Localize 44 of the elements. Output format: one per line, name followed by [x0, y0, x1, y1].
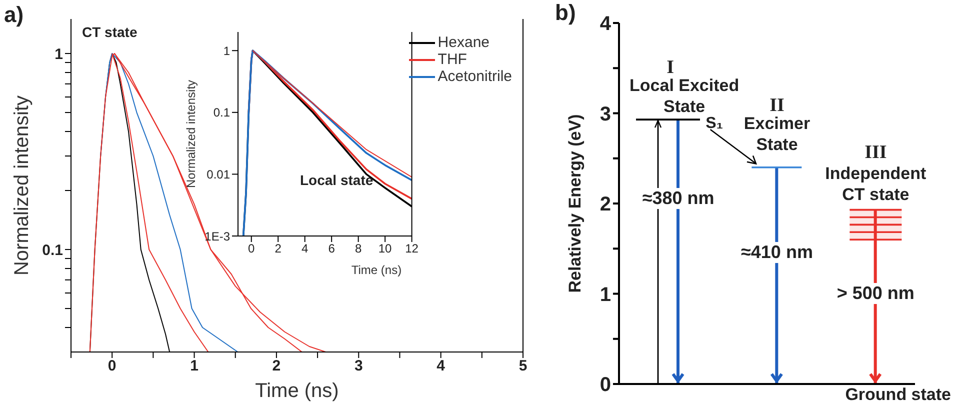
x-tick-label: 1: [190, 358, 198, 375]
annotation: > 500 nm: [832, 282, 920, 304]
annotation: Local state: [300, 172, 374, 188]
x-tick-label: 3: [354, 358, 363, 375]
x-tick-label: 5: [518, 358, 528, 375]
y-tick-label: 3: [600, 103, 611, 126]
x-tick-label: 12: [405, 242, 419, 256]
x-tick-label: 6: [328, 242, 336, 256]
x-tick-label: 0: [248, 242, 256, 256]
y-axis-title: Normalized intensity: [184, 80, 198, 188]
y-tick-label: 1E-3: [204, 229, 230, 244]
legend-label: Acetonitrile: [438, 68, 512, 85]
chart-title: b): [555, 0, 576, 26]
legend-label: THF: [438, 51, 467, 68]
annotation: ≈410 nm: [735, 242, 819, 264]
y-tick-label: 1: [223, 44, 230, 58]
y-tick-label: 4: [600, 13, 612, 36]
y-tick-label: 1: [600, 284, 611, 306]
annotation: CT state: [82, 24, 138, 40]
x-tick-label: 10: [378, 242, 392, 256]
annotation: I: [666, 57, 676, 78]
annotation: III: [864, 142, 888, 164]
annotation: S₁: [706, 115, 723, 132]
legend-label: Hexane: [438, 34, 490, 51]
x-axis-title: Ground state: [845, 385, 951, 405]
x-tick-label: 2: [272, 358, 281, 375]
y-tick-label: 0.1: [42, 242, 63, 259]
chart-title: a): [4, 2, 24, 28]
y-tick-label: 0.01: [206, 167, 230, 182]
annotation: ≈380 nm: [636, 188, 720, 209]
annotation: Local Excited State: [630, 76, 740, 116]
y-tick-label: 0: [600, 374, 611, 396]
x-axis-title: Time (ns): [351, 263, 402, 277]
x-tick-label: 4: [436, 358, 446, 375]
y-axis-title: Normalized intensity: [11, 95, 33, 276]
x-tick-label: 0: [108, 358, 116, 375]
x-tick-label: 8: [354, 242, 362, 256]
x-tick-label: 4: [302, 242, 308, 256]
y-axis-title: Relatively Energy (eV): [566, 114, 584, 293]
x-axis-title: Time (ns): [255, 380, 339, 402]
y-tick-label: 2: [600, 194, 611, 216]
x-tick-label: 2: [274, 242, 282, 256]
y-tick-label: 0.1: [213, 106, 230, 120]
annotation: Independent CT state: [824, 162, 928, 205]
